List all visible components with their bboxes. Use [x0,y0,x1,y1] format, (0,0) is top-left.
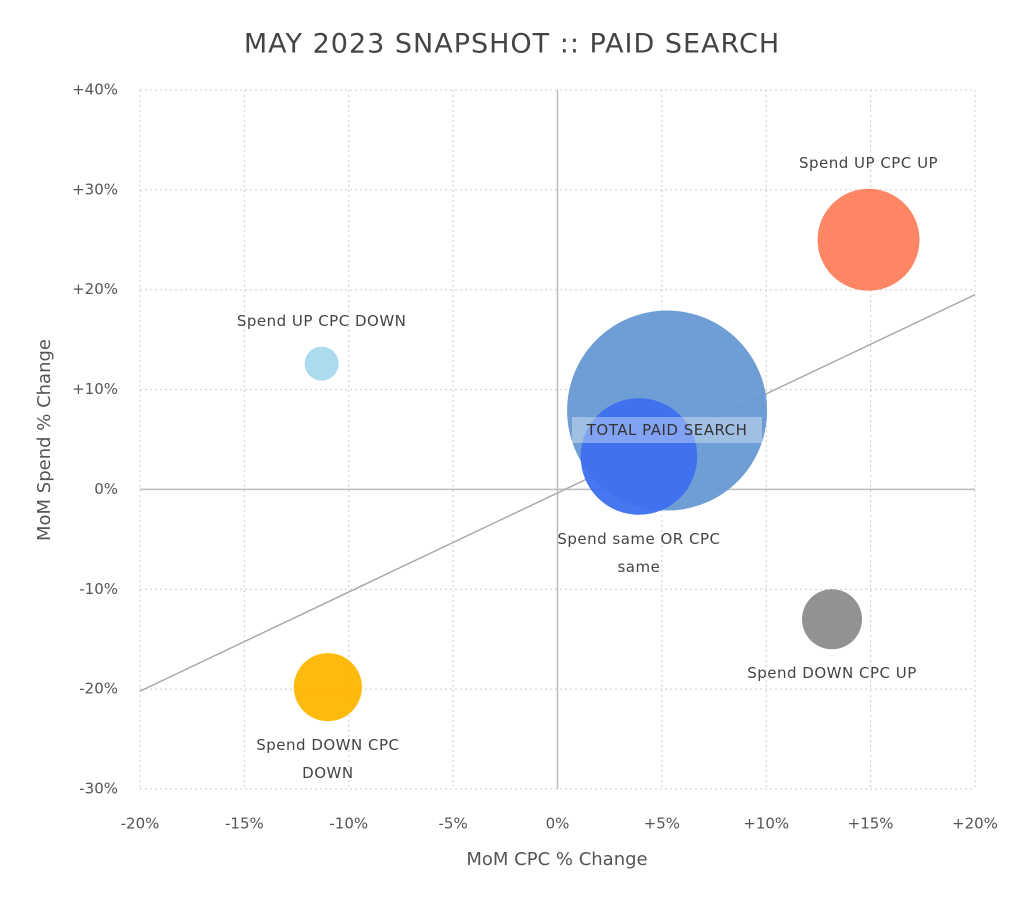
bubble-label: Spend UP CPC DOWN [236,311,407,330]
x-axis-title: MoM CPC % Change [466,849,647,870]
chart-title: MAY 2023 SNAPSHOT :: PAID SEARCH [244,29,780,60]
y-tick-label: -30% [79,780,118,798]
y-tick-label: +30% [72,180,118,198]
y-tick-label: -20% [79,680,118,698]
x-tick-label: -15% [225,815,264,833]
bubble [580,398,698,515]
bubble-label: Spend UP CPC UP [798,153,939,172]
y-axis-title: MoM Spend % Change [34,339,55,541]
bubble-label: Spend same OR CPC same [557,529,721,576]
y-tick-label: +10% [72,380,118,398]
bubble-label: Spend DOWN CPC DOWN [256,736,400,783]
x-tick-label: +10% [743,815,789,833]
x-tick-label: +15% [848,815,894,833]
x-tick-label: -20% [121,815,160,833]
y-tick-label: -10% [79,580,118,598]
bubble-label: Spend DOWN CPC UP [747,664,917,683]
x-tick-label: -5% [439,815,468,833]
x-tick-label: +5% [644,815,680,833]
y-tick-label: 0% [94,480,118,498]
y-tick-label: +20% [72,280,118,298]
trend-line [139,294,976,692]
x-tick-label: 0% [546,815,570,833]
x-tick-label: -10% [329,815,368,833]
bubble [304,346,339,381]
bubble [802,589,863,650]
y-tick-label: +40% [72,81,118,99]
x-tick-label: +20% [952,815,998,833]
bubble [293,653,362,722]
bubble-label: TOTAL PAID SEARCH [572,416,763,443]
bubble [817,188,920,291]
